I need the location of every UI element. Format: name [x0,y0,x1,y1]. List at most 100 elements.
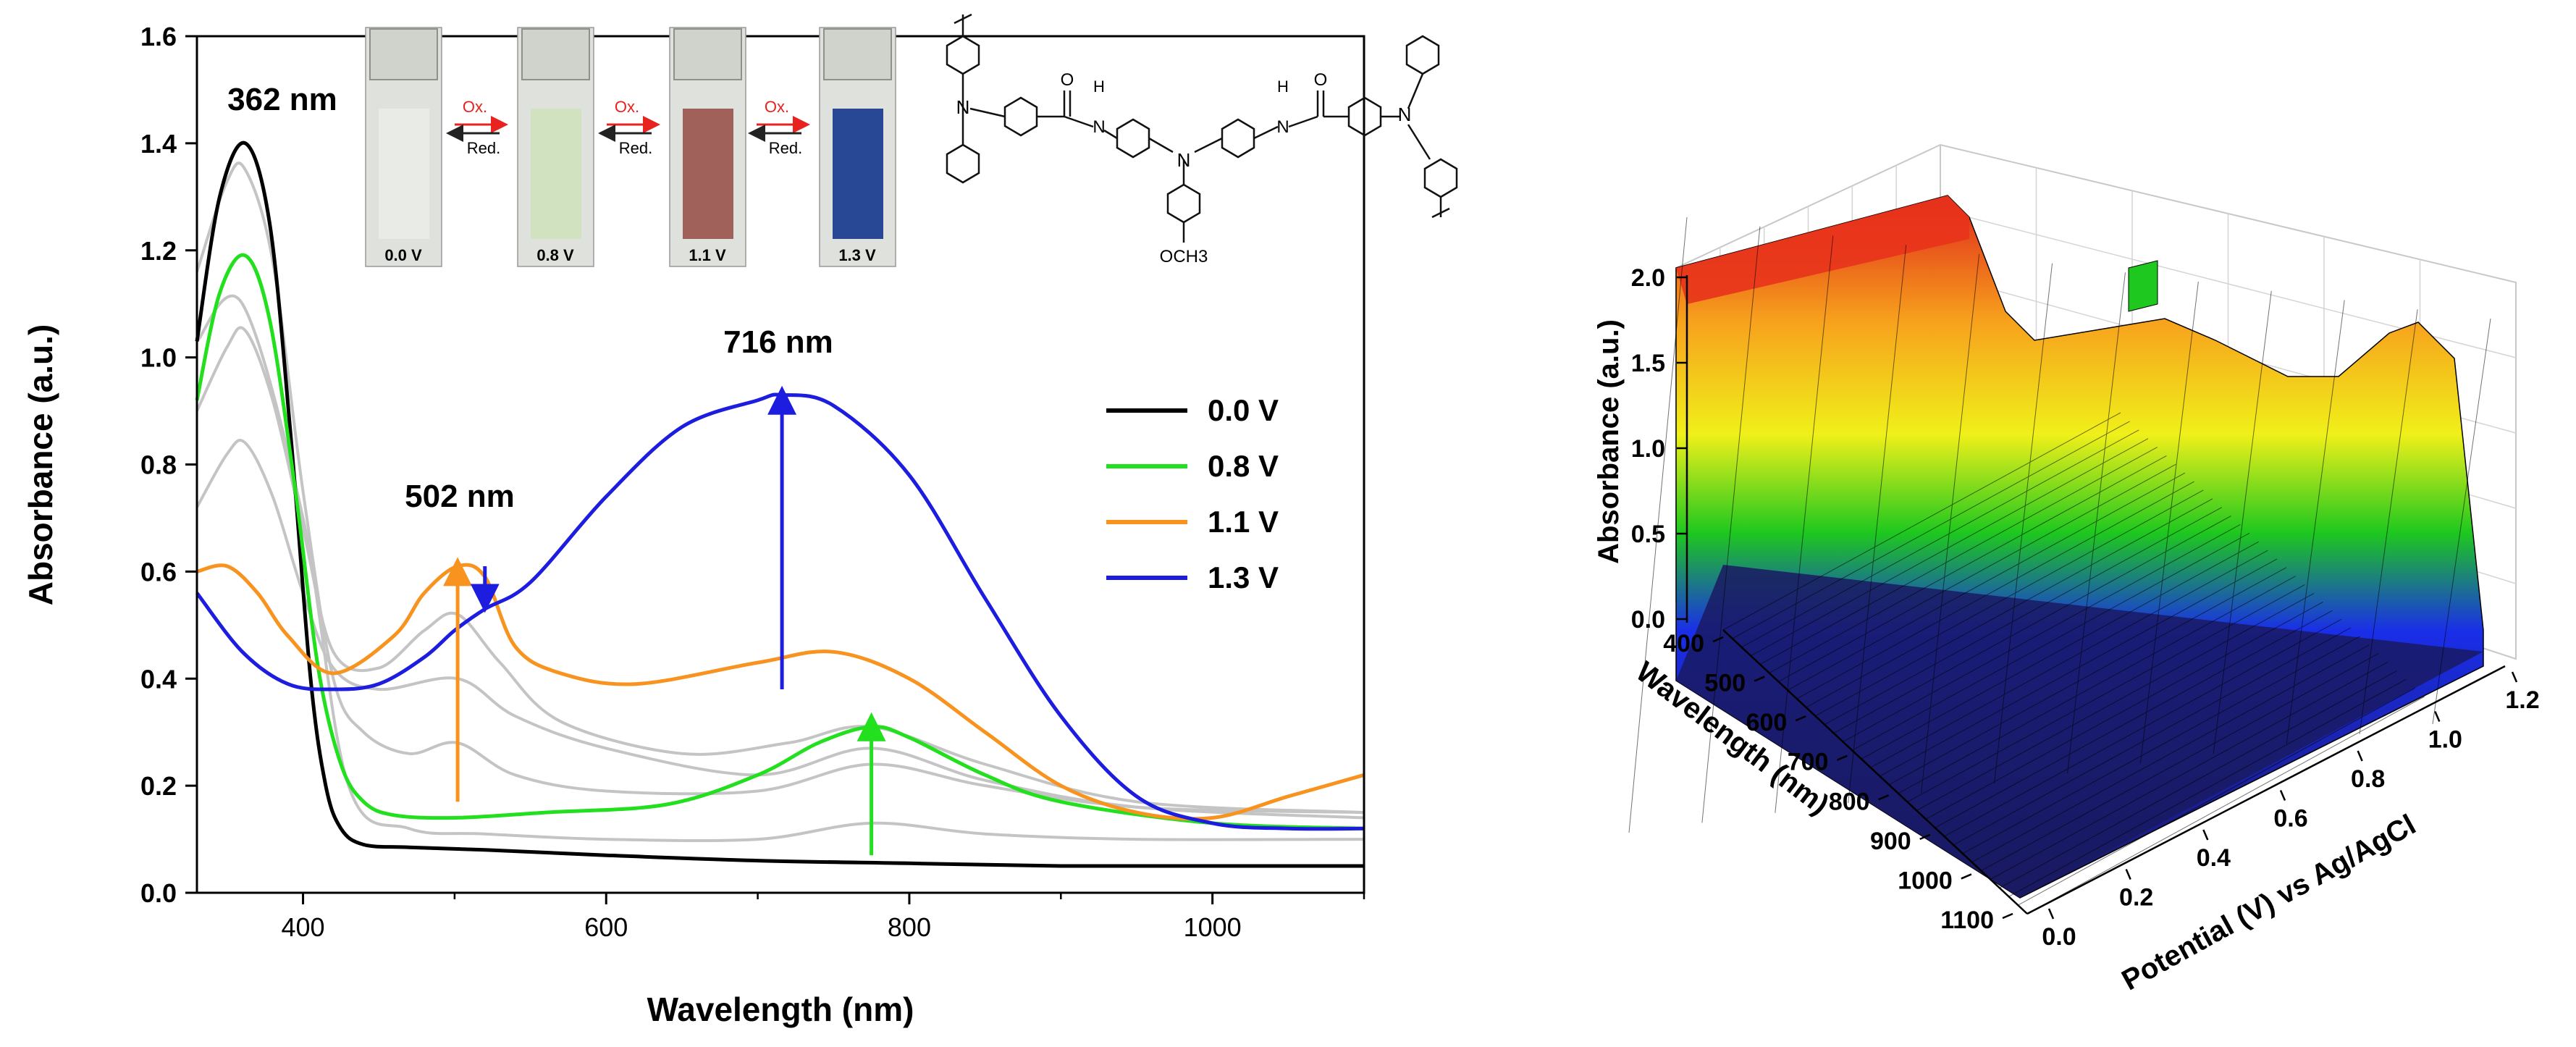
amide-label: N [1093,117,1105,137]
wavelength-tick-mark [1836,754,1848,761]
legend-label: 0.8 V [1208,449,1279,483]
wavelength-tick-mark [1919,833,1931,841]
series-line-intermediate-2 [195,326,1365,815]
oxidation-label: Ox. [615,98,639,116]
nitrogen-label: N [1398,104,1412,125]
x-tick-label: 1000 [1184,912,1242,942]
oxygen-label: O [1061,70,1074,90]
hydrogen-label: H [1277,77,1289,96]
absorbance-tick-label: 1.0 [1631,435,1665,463]
legend-label: 0.0 V [1208,393,1279,427]
cuvette-potential-label: 0.8 V [536,246,574,264]
amide-label: N [1276,117,1289,137]
absorbance-surface [1628,195,2491,914]
oxygen-label: O [1314,70,1328,90]
wavelength-tick-label: 600 [1746,709,1788,736]
wavelength-tick-mark [1878,794,1890,801]
cuvette-holder [521,28,590,80]
wavelength-tick-label: 900 [1870,828,1911,855]
y-tick-label: 0.4 [140,664,177,694]
y-tick-label: 0.0 [140,878,177,908]
wavelength-tick-label: 700 [1788,749,1829,776]
potential-tick-label: 0.4 [2197,844,2231,872]
absorbance-ticks: 0.0 0.5 1.0 1.5 2.0 [1631,264,1687,634]
wavelength-axis [1722,629,2028,914]
potential-tick-mark [2125,869,2131,880]
peak-label-502: 502 nm [405,479,515,514]
potential-tick-label: 1.0 [2428,726,2462,754]
reduction-label: Red. [467,139,500,157]
cuvette-film [531,109,581,239]
potential-tick-mark [2279,790,2286,801]
potential-tick-label: 0.6 [2273,805,2307,833]
potential-tick-mark [2202,829,2209,841]
potential-tick-label: 0.0 [2042,923,2076,951]
x-axis-label: Wavelength (nm) [647,991,914,1028]
cuvette-potential-label: 0.0 V [384,246,422,264]
potential-tick-mark [2434,711,2441,722]
x-axis-ticks: 400 600 800 1000 [282,893,1365,942]
wavelength-tick-label: 1000 [1898,867,1953,894]
y-tick-label: 0.2 [140,771,177,801]
potential-axis [2026,665,2506,915]
cuvette-film [833,109,883,239]
y-axis-ticks: 0.0 0.2 0.4 0.6 0.8 1.0 1.2 1.4 1.6 [140,22,197,908]
potential-tick-label: 0.2 [2119,884,2153,912]
polymer-structure [946,13,1458,243]
potential-tick-label: 1.2 [2505,686,2539,714]
cuvette-holder [369,28,438,80]
absorbance-tick-label: 0.0 [1631,606,1665,634]
y-tick-label: 1.6 [140,22,177,51]
cuvette-potential-label: 1.1 V [689,246,726,264]
legend-label: 1.1 V [1208,505,1279,539]
cuvette-holder [823,28,892,80]
nitrogen-label: N [956,96,970,118]
spectra-curves [195,140,1365,868]
absorbance-tick-label: 0.5 [1631,521,1665,548]
cuvette-film [379,109,429,239]
wavelength-tick-label: 800 [1829,788,1870,815]
x-tick-label: 600 [584,912,628,942]
oxidation-label: Ox. [765,98,789,116]
y-tick-label: 1.0 [140,343,177,373]
potential-axis-label: Potential (V) vs Ag/AgCl [2116,809,2420,997]
wavelength-tick-mark [2002,912,2013,920]
absorbance-tick-label: 2.0 [1631,264,1665,292]
y-tick-label: 1.2 [140,236,177,266]
cuvette-potential-label: 1.3 V [838,246,876,264]
potential-ticks: 0.0 0.2 0.4 0.6 0.8 1.0 1.2 [2042,671,2540,951]
reduction-label: Red. [769,139,802,157]
oxidation-label: Ox. [463,98,487,116]
potential-tick-mark [2357,750,2363,762]
peak-label-362: 362 nm [227,82,337,117]
hydrogen-label: H [1093,77,1105,96]
absorbance-tick-label: 1.5 [1631,350,1665,377]
nitrogen-label: N [1177,149,1191,171]
absorbance-axis-label: Absorbance (a.u.) [1593,319,1625,564]
series-line-0-8-v [195,253,1365,831]
y-tick-label: 0.8 [140,450,177,480]
trend-arrows [443,385,886,856]
legend-label: 1.3 V [1208,560,1279,594]
potential-tick-mark [2047,908,2055,920]
cuvette-inset: 0.0 V 0.8 V 1.1 V 1.3 V Ox. Red. Ox. Red. Ox. Re… [365,27,896,267]
y-tick-label: 1.4 [140,129,177,159]
wavelength-tick-mark [1961,873,1972,880]
x-tick-label: 800 [888,912,931,942]
wavelength-tick-mark [1795,715,1806,722]
wavelength-tick-mark [1754,676,1765,682]
substituent-label: OCH3 [1160,247,1208,266]
series-line-1-3-v [195,392,1365,831]
potential-tick-mark [2511,671,2518,683]
series-line-1-1-v [196,563,1365,821]
spectra-chart: 400 600 800 1000 0.0 0.2 0.4 0.6 0.8 1.0 1.2 1.4 1.… [22,13,1458,1028]
x-tick-label: 400 [282,912,325,942]
legend: 0.0 V 0.8 V 1.1 V 1.3 V [1106,393,1279,594]
cuvette-film [683,109,733,239]
wavelength-tick-label: 1100 [1940,907,1994,934]
wavelength-tick-mark [1712,636,1724,643]
wavelength-tick-label: 400 [1663,630,1704,657]
